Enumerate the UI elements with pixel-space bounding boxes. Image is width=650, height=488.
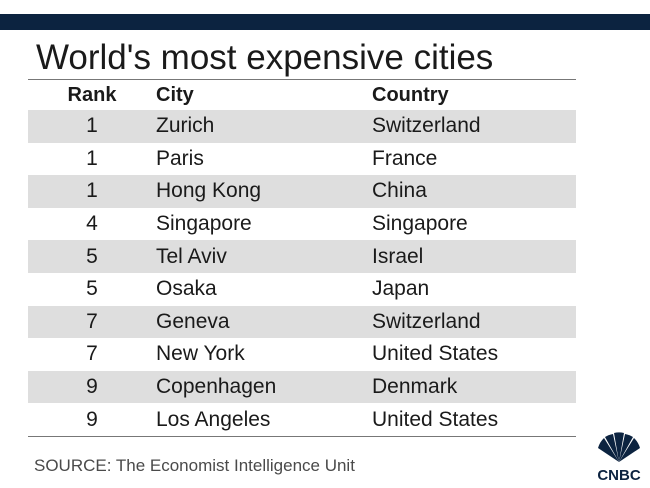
cell-country: Japan [372,277,430,301]
table-body: 1 Zurich Switzerland 1 Paris France 1 Hong Kong… [28,110,576,436]
cell-city: Singapore [156,212,252,236]
cell-rank: 1 [28,175,156,208]
cell-city: Zurich [156,110,372,143]
table-header-row: Rank City Country [28,80,576,110]
table-row: 9 Los Angeles United States [28,403,576,436]
cell-city: Paris [156,146,204,170]
cell-country: Singapore [372,212,468,236]
cell-rank: 5 [86,277,98,301]
cell-city: Tel Aviv [156,240,372,273]
cell-country: United States [372,407,499,431]
table-row: 1 Zurich Switzerland [28,110,576,143]
cities-table: Rank City Country 1 Zurich Switzerland 1 Par… [28,80,576,436]
cell-rank: 4 [86,212,98,236]
table-row: 1 Hong Kong China [28,175,576,208]
table-row: 5 Osaka Japan [28,273,576,306]
cell-country: France [372,146,438,170]
cell-city: Geneva [156,305,372,339]
logo-wordmark: CNBC [597,467,640,484]
cell-rank: 1 [86,146,98,170]
cell-rank: 7 [86,342,98,366]
cell-city: Osaka [156,277,217,301]
table-row: 5 Tel Aviv Israel [28,240,576,273]
cell-country: Denmark [372,370,576,404]
chart-title: World's most expensive cities [36,38,494,77]
cell-country: Switzerland [372,305,576,339]
cell-country: Switzerland [372,110,576,143]
column-header-rank: Rank [67,83,117,106]
cell-city: Hong Kong [156,175,372,208]
table-bottom-rule [28,436,576,437]
top-accent-bar [0,14,650,30]
cell-rank: 7 [28,305,156,339]
cell-city: Copenhagen [156,370,372,404]
cell-country: China [372,175,576,208]
source-note: SOURCE: The Economist Intelligence Unit [34,456,355,475]
cell-rank: 9 [28,370,156,404]
table-row: 1 Paris France [28,143,576,176]
cell-country: Israel [372,240,576,273]
cell-city: Los Angeles [156,407,271,431]
cell-rank: 9 [86,407,98,431]
table-top-rule [28,79,576,80]
cell-city: New York [156,342,245,366]
cell-country: United States [372,342,499,366]
table-row: 7 Geneva Switzerland [28,305,576,339]
cnbc-peacock-logo-icon: CNBC [597,432,641,484]
cell-rank: 1 [28,110,156,143]
cell-rank: 5 [28,240,156,273]
table-row: 4 Singapore Singapore [28,208,576,241]
column-header-city: City [156,83,194,106]
table-row: 7 New York United States [28,338,576,371]
table-row: 9 Copenhagen Denmark [28,370,576,404]
column-header-country: Country [372,83,449,106]
